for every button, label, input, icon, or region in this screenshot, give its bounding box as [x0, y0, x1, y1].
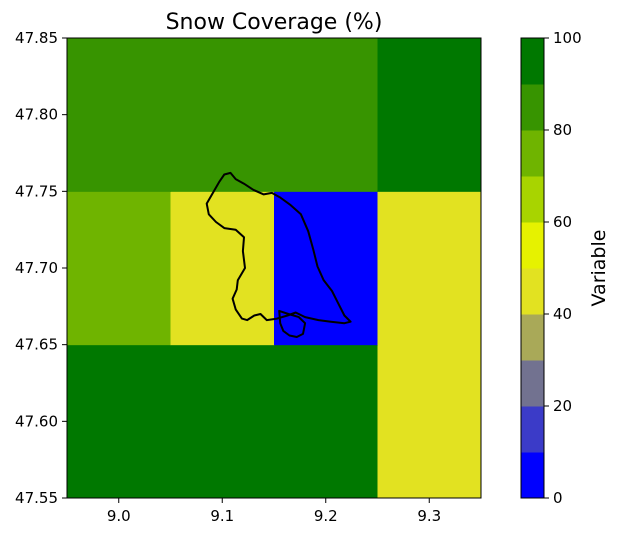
colorbar-label: Variable: [588, 230, 610, 307]
colorbar-segment: [521, 406, 544, 453]
heatmap-cell: [274, 38, 378, 192]
map-outline-group: [205, 171, 352, 338]
y-axis: 47.55 47.60 47.65 47.70 47.75 47.80 47.85: [15, 29, 67, 507]
x-tick-label: 9.1: [210, 507, 234, 525]
colorbar-segment: [521, 176, 544, 223]
y-tick-label: 47.70: [15, 259, 58, 277]
y-tick-label: 47.60: [15, 412, 58, 430]
colorbar-tick-label: 20: [553, 397, 572, 415]
heatmap-cells: [67, 38, 482, 499]
x-tick-label: 9.0: [107, 507, 131, 525]
lake-outline: [205, 171, 352, 325]
heatmap-cell: [274, 344, 378, 499]
heatmap-cell: [67, 38, 171, 192]
y-tick-label: 47.55: [15, 489, 58, 507]
heatmap-cell: [274, 191, 378, 346]
y-tick-label: 47.85: [15, 29, 58, 47]
heatmap-cell: [377, 38, 482, 192]
x-axis: 9.0 9.1 9.2 9.3: [107, 498, 441, 525]
y-tick-label: 47.65: [15, 336, 58, 354]
colorbar-segment: [521, 268, 544, 315]
colorbar-tick-label: 0: [553, 489, 563, 507]
colorbar-tick-label: 40: [553, 305, 572, 323]
x-tick-label: 9.3: [417, 507, 441, 525]
colorbar-tick-label: 60: [553, 213, 572, 231]
heatmap-cell: [377, 344, 482, 499]
chart-title: Snow Coverage (%): [166, 10, 383, 35]
colorbar-tick-label: 80: [553, 121, 572, 139]
heatmap-cell: [67, 191, 171, 346]
colorbar-axis: 0 20 40 60 80 100: [544, 29, 582, 507]
heatmap-cell: [170, 344, 275, 499]
heatmap-cell: [170, 191, 275, 346]
colorbar-segment: [521, 314, 544, 361]
colorbar-segment: [521, 360, 544, 407]
heatmap-cell: [377, 191, 482, 346]
colorbar-segment: [521, 130, 544, 177]
colorbar-frame: [520, 37, 545, 499]
heatmap-cell: [170, 38, 275, 192]
island-outline: [278, 309, 307, 338]
colorbar-segment: [521, 222, 544, 269]
y-tick-label: 47.80: [15, 106, 58, 124]
colorbar-segment: [521, 84, 544, 131]
y-tick-label: 47.75: [15, 182, 58, 200]
heatmap-cell: [67, 344, 171, 499]
colorbar-segment: [521, 38, 544, 85]
colorbar-segment: [521, 452, 544, 499]
x-tick-label: 9.2: [314, 507, 338, 525]
colorbar: [520, 37, 545, 499]
colorbar-tick-label: 100: [553, 29, 582, 47]
